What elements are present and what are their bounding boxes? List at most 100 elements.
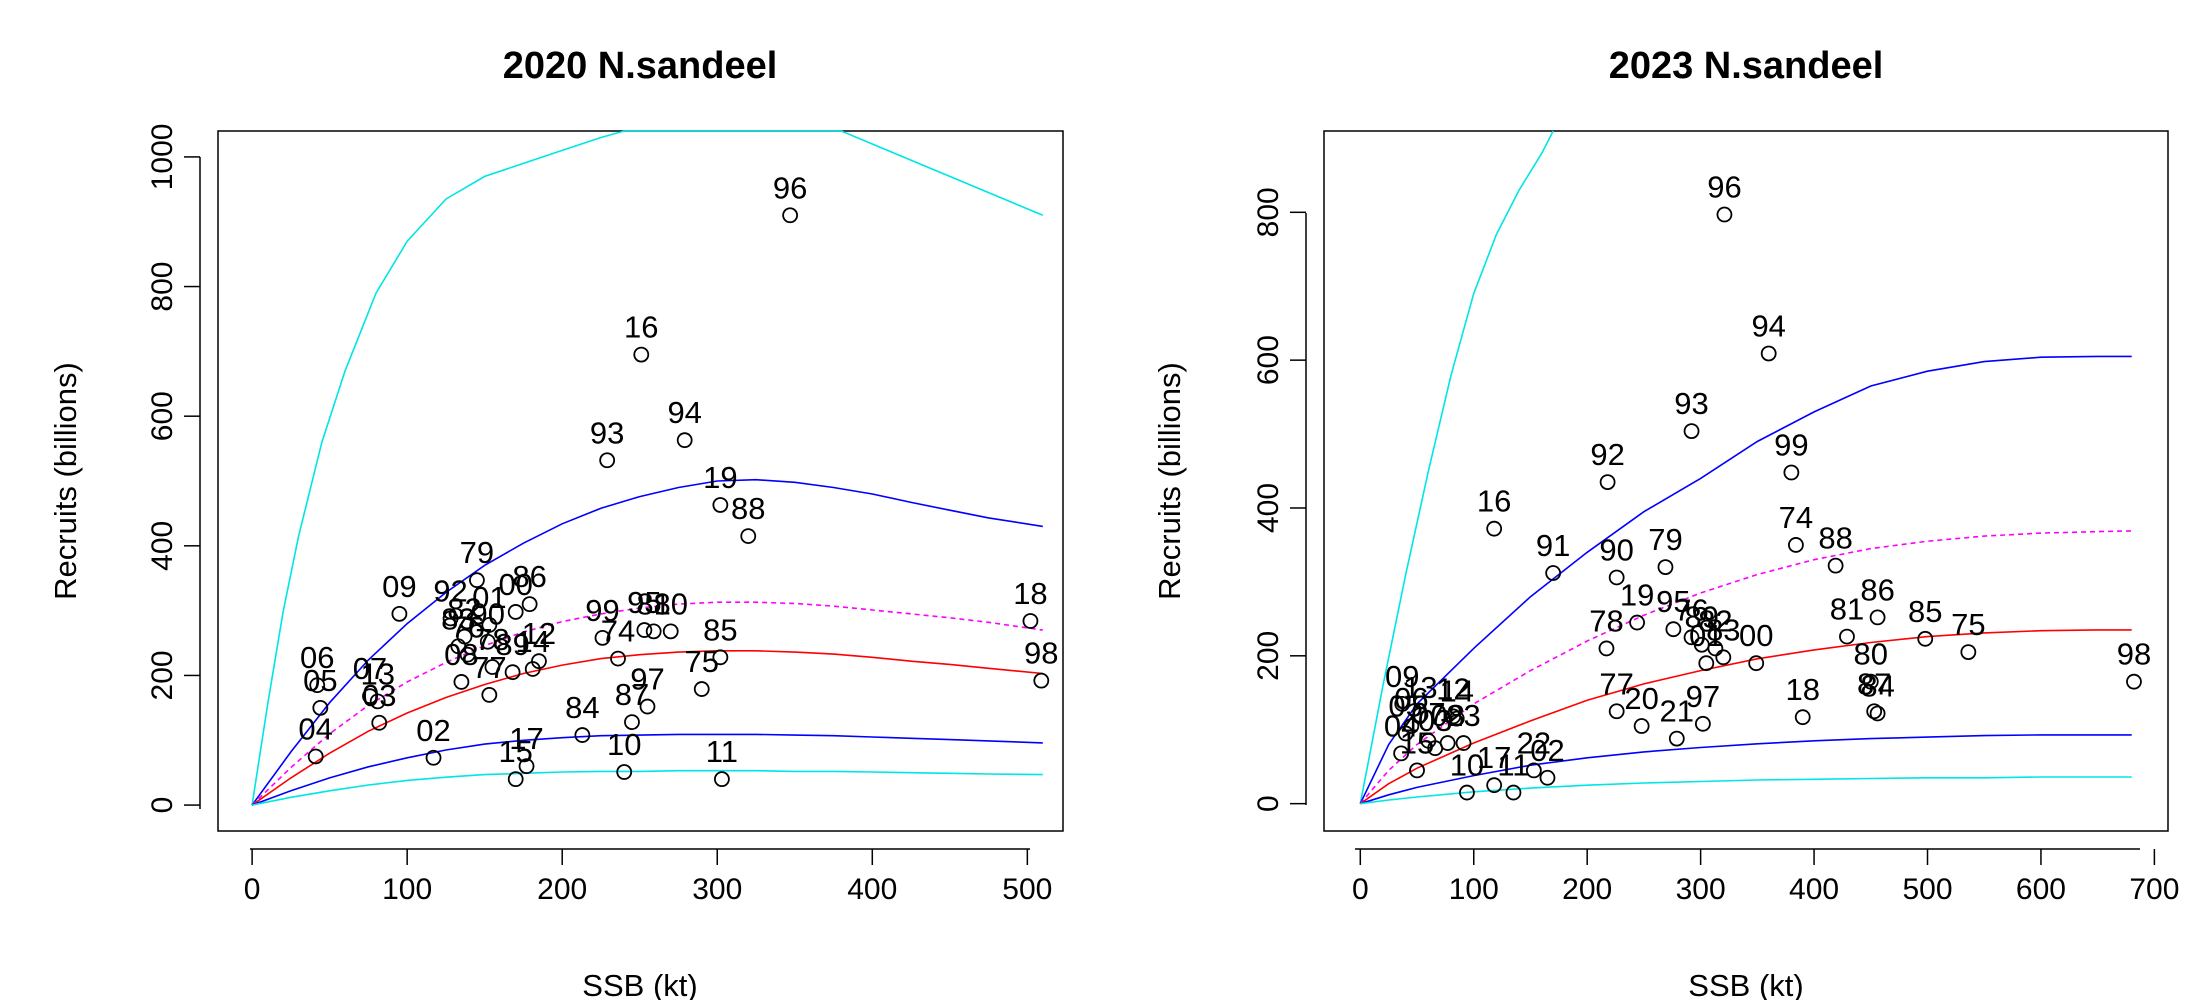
point-label: 12	[522, 616, 556, 651]
data-point	[442, 610, 459, 627]
data-point	[1869, 609, 1886, 626]
point-label: 16	[1477, 484, 1511, 519]
x-tick-label: 700	[2129, 873, 2179, 906]
point-label: 79	[460, 535, 494, 570]
x-axis-label: SSB (kt)	[1688, 968, 1803, 1000]
data-point	[518, 758, 535, 775]
point-label: 75	[685, 644, 719, 679]
point-label: 03	[362, 678, 396, 713]
point-label: 14	[516, 624, 550, 659]
point-label: 82	[1698, 603, 1732, 638]
point-label: 97	[1686, 679, 1720, 714]
srr-curve-4	[251, 649, 1043, 806]
data-point	[1633, 718, 1650, 734]
point-label: 86	[512, 559, 546, 594]
data-point	[1707, 640, 1724, 657]
plot-frame	[217, 130, 1064, 832]
point-label: 11	[706, 734, 738, 769]
y-axis-label: Recruits (billions)	[1152, 362, 1187, 600]
data-point	[479, 633, 496, 650]
point-label: 85	[1908, 594, 1942, 629]
data-point	[676, 432, 693, 449]
srr-curves	[251, 130, 1044, 806]
point-label: 74	[1779, 500, 1813, 535]
data-point	[1608, 569, 1625, 586]
data-point	[574, 727, 591, 743]
point-label: 94	[667, 395, 701, 430]
srr-curve-2	[1359, 355, 2132, 805]
srr-curve-6	[251, 769, 1043, 806]
data-point	[507, 604, 524, 620]
plot-frame	[1323, 130, 2169, 832]
data-point	[740, 528, 757, 544]
point-label: 77	[1599, 666, 1633, 701]
point-label: 04	[1384, 708, 1418, 743]
data-point	[371, 714, 388, 731]
data-point	[1455, 735, 1472, 751]
point-label: 14	[1439, 674, 1473, 709]
point-label: 80	[653, 586, 687, 621]
data-point	[425, 749, 442, 766]
point-label: 10	[1450, 748, 1484, 783]
point-label: 05	[303, 663, 337, 698]
point-label: 23	[1446, 698, 1480, 733]
data-point	[312, 699, 329, 716]
srr-curve-2	[251, 478, 1043, 806]
point-label: 19	[703, 460, 737, 495]
data-point	[645, 623, 662, 640]
data-point	[1445, 708, 1462, 725]
data-point	[1788, 537, 1804, 553]
data-point	[662, 623, 679, 640]
data-point	[1393, 745, 1410, 762]
point-label: 19	[1620, 578, 1654, 613]
chart-title: 2020 N.sandeel	[503, 45, 778, 87]
point-label: 05	[1388, 688, 1422, 723]
point-label: 83	[1706, 612, 1740, 647]
y-axis-label: Recruits (billions)	[48, 362, 83, 600]
x-tick-label: 0	[1352, 873, 1369, 906]
point-label: 88	[1818, 521, 1852, 556]
srr-curve-1	[1359, 130, 1554, 804]
point-label: 13	[360, 656, 394, 691]
data-point	[1394, 695, 1411, 712]
data-point	[599, 452, 616, 469]
data-point	[1783, 464, 1800, 481]
point-label: 92	[433, 573, 467, 608]
point-label: 93	[590, 415, 624, 450]
x-tick-label: 300	[1676, 873, 1726, 906]
point-label: 10	[607, 727, 641, 762]
point-label: 76	[1674, 592, 1708, 627]
point-label: 07	[1411, 696, 1445, 731]
point-label: 15	[498, 734, 532, 769]
data-point	[307, 748, 324, 765]
data-point	[453, 674, 470, 690]
data-point	[712, 497, 729, 513]
y-tick-label: 1000	[146, 124, 179, 191]
data-point	[1486, 520, 1503, 537]
data-point	[369, 693, 386, 710]
y-tick-label: 600	[146, 391, 179, 441]
point-label: 87	[1857, 666, 1891, 701]
data-point	[693, 681, 710, 697]
point-label: 94	[1751, 308, 1785, 343]
data-point	[1409, 762, 1425, 779]
data-point	[1448, 710, 1465, 727]
x-tick-label: 500	[1902, 873, 1952, 906]
point-label: 01	[472, 580, 506, 615]
point-label: 89	[495, 627, 529, 662]
data-point	[362, 688, 378, 705]
data-point	[507, 771, 524, 788]
y-tick-label: 600	[1252, 335, 1285, 385]
data-point	[1598, 640, 1615, 657]
data-point	[1505, 784, 1522, 801]
data-point	[1608, 703, 1625, 720]
point-label: 90	[471, 597, 505, 632]
y-tick-label: 800	[1252, 187, 1285, 237]
data-point	[1683, 629, 1700, 646]
point-label: 11	[1497, 748, 1529, 783]
data-point	[1839, 628, 1855, 645]
data-point	[1683, 423, 1700, 440]
